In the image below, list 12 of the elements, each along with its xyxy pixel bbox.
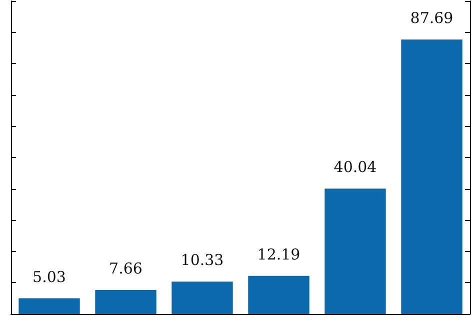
data-label: 12.19: [257, 245, 300, 264]
bar: [172, 282, 233, 314]
bar: [248, 276, 310, 314]
data-label: 40.04: [334, 158, 377, 176]
bar: [18, 298, 80, 314]
data-label: 7.66: [109, 260, 142, 278]
data-label: 87.69: [410, 9, 454, 28]
data-label: 5.03: [32, 268, 66, 286]
bar: [95, 290, 156, 314]
data-label: 10.33: [180, 251, 224, 270]
bar: [401, 40, 462, 314]
bar: [324, 188, 386, 314]
